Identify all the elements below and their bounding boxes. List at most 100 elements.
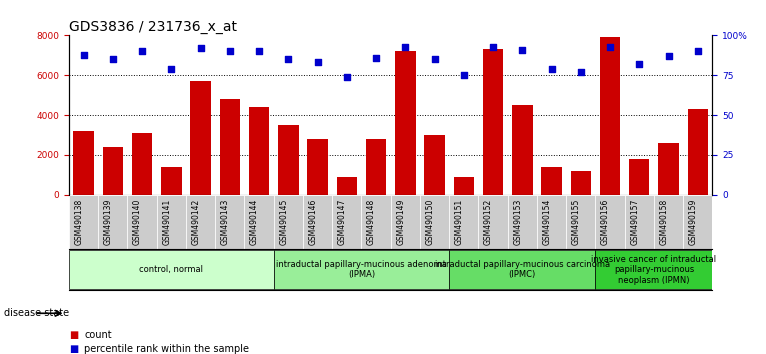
Point <box>282 56 294 62</box>
Bar <box>366 139 386 195</box>
Point <box>341 74 353 80</box>
Bar <box>303 195 332 249</box>
Text: GSM490140: GSM490140 <box>133 199 142 245</box>
Bar <box>566 195 595 249</box>
Bar <box>132 133 152 195</box>
Bar <box>74 131 93 195</box>
Bar <box>542 167 561 195</box>
Bar <box>571 171 591 195</box>
Bar <box>479 195 508 249</box>
Text: GSM490138: GSM490138 <box>74 199 83 245</box>
Bar <box>215 195 244 249</box>
Text: intraductal papillary-mucinous carcinoma
(IPMC): intraductal papillary-mucinous carcinoma… <box>435 260 610 280</box>
Bar <box>595 195 624 249</box>
Text: GSM490141: GSM490141 <box>162 199 172 245</box>
Bar <box>424 135 445 195</box>
Bar <box>683 195 712 249</box>
Point <box>77 52 90 57</box>
Text: GSM490146: GSM490146 <box>309 199 318 245</box>
Text: GSM490159: GSM490159 <box>689 199 698 245</box>
Bar <box>483 49 503 195</box>
Point <box>136 48 148 54</box>
Bar <box>186 195 215 249</box>
Text: ■: ■ <box>69 344 78 354</box>
Point <box>428 56 440 62</box>
Bar <box>98 195 127 249</box>
Text: GSM490153: GSM490153 <box>513 199 522 245</box>
Text: GSM490157: GSM490157 <box>630 199 640 245</box>
Bar <box>595 250 712 290</box>
Text: GSM490152: GSM490152 <box>484 199 493 245</box>
Bar <box>508 195 537 249</box>
Bar <box>449 195 479 249</box>
Bar <box>512 105 532 195</box>
Bar <box>249 107 270 195</box>
Text: GSM490149: GSM490149 <box>396 199 405 245</box>
Point <box>370 55 382 61</box>
Point <box>663 53 675 59</box>
Text: GSM490142: GSM490142 <box>192 199 201 245</box>
Text: disease state: disease state <box>4 308 69 318</box>
Text: GSM490156: GSM490156 <box>601 199 610 245</box>
Bar <box>332 195 362 249</box>
Text: GSM490158: GSM490158 <box>660 199 669 245</box>
Bar <box>273 195 303 249</box>
Text: GSM490139: GSM490139 <box>104 199 113 245</box>
Point <box>516 47 529 52</box>
Text: GSM490145: GSM490145 <box>280 199 288 245</box>
Bar <box>391 195 420 249</box>
Text: GDS3836 / 231736_x_at: GDS3836 / 231736_x_at <box>69 21 237 34</box>
Bar <box>161 167 182 195</box>
Bar <box>307 139 328 195</box>
Point <box>106 56 119 62</box>
Bar <box>103 147 123 195</box>
Point <box>253 48 265 54</box>
Text: GSM490151: GSM490151 <box>455 199 463 245</box>
Bar <box>244 195 273 249</box>
Text: ■: ■ <box>69 330 78 340</box>
Point <box>633 61 646 67</box>
Point <box>457 72 470 78</box>
Point <box>195 45 207 51</box>
Bar <box>688 109 708 195</box>
Bar <box>449 250 595 290</box>
Text: GSM490147: GSM490147 <box>338 199 347 245</box>
Bar <box>69 195 98 249</box>
Text: GSM490143: GSM490143 <box>221 199 230 245</box>
Text: intraductal papillary-mucinous adenoma
(IPMA): intraductal papillary-mucinous adenoma (… <box>276 260 447 280</box>
Bar <box>420 195 449 249</box>
Bar <box>220 99 240 195</box>
Text: GSM490155: GSM490155 <box>571 199 581 245</box>
Point <box>399 44 411 49</box>
Point <box>224 48 236 54</box>
Bar <box>395 51 415 195</box>
Text: GSM490144: GSM490144 <box>250 199 259 245</box>
Point <box>545 66 558 72</box>
Point <box>312 59 324 65</box>
Bar <box>127 195 157 249</box>
Bar <box>362 195 391 249</box>
Bar <box>537 195 566 249</box>
Bar <box>654 195 683 249</box>
Text: GSM490150: GSM490150 <box>426 199 434 245</box>
Point <box>487 44 499 49</box>
Text: count: count <box>84 330 112 340</box>
Bar <box>190 81 211 195</box>
Bar <box>624 195 654 249</box>
Point <box>692 48 704 54</box>
Point <box>604 44 616 49</box>
Bar <box>273 250 449 290</box>
Bar <box>658 143 679 195</box>
Text: percentile rank within the sample: percentile rank within the sample <box>84 344 249 354</box>
Bar <box>157 195 186 249</box>
Bar <box>629 159 650 195</box>
Point <box>165 66 178 72</box>
Bar <box>453 177 474 195</box>
Text: invasive cancer of intraductal
papillary-mucinous
neoplasm (IPMN): invasive cancer of intraductal papillary… <box>591 255 716 285</box>
Text: GSM490148: GSM490148 <box>367 199 376 245</box>
Bar <box>69 250 273 290</box>
Text: GSM490154: GSM490154 <box>542 199 552 245</box>
Bar <box>278 125 299 195</box>
Text: control, normal: control, normal <box>139 265 203 274</box>
Bar <box>600 38 620 195</box>
